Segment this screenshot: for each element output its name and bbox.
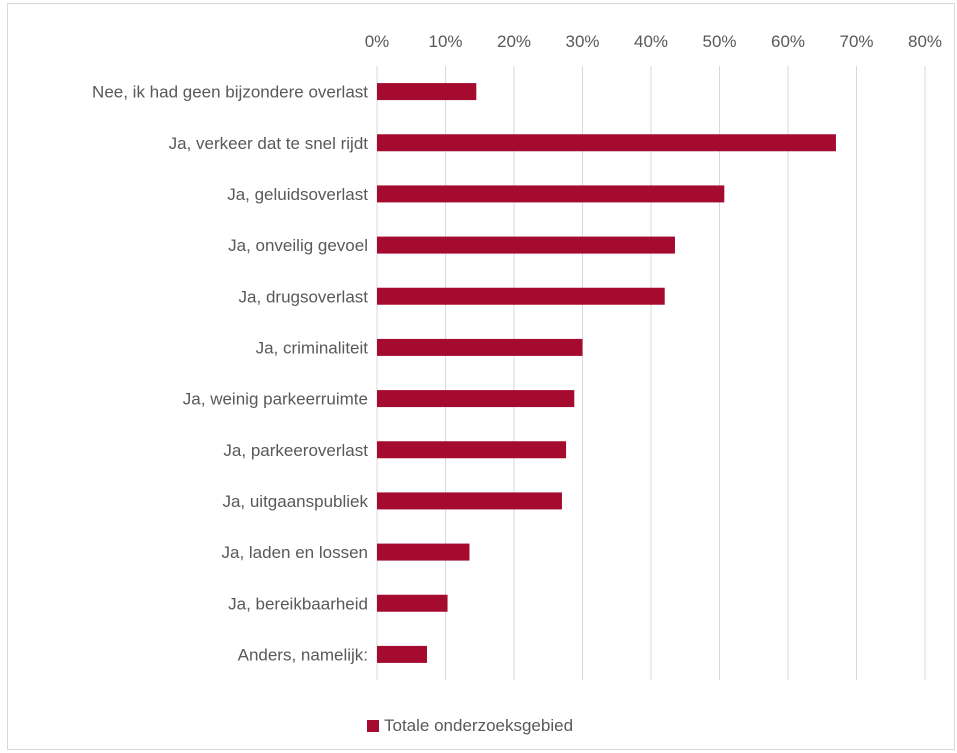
category-label: Ja, laden en lossen	[222, 543, 369, 562]
x-tick-label: 10%	[428, 32, 462, 51]
category-label: Ja, uitgaanspubliek	[222, 492, 368, 511]
category-label: Ja, criminaliteit	[256, 338, 369, 357]
bar	[377, 441, 567, 459]
category-label: Anders, namelijk:	[238, 645, 368, 664]
x-tick-label: 70%	[839, 32, 873, 51]
category-label: Ja, geluidsoverlast	[227, 185, 368, 204]
category-label: Ja, weinig parkeerruimte	[183, 390, 368, 409]
bar	[377, 645, 428, 663]
legend: Totale onderzoeksgebied	[367, 716, 573, 736]
bar	[377, 287, 665, 305]
x-tick-label: 80%	[908, 32, 942, 51]
category-label: Ja, drugsoverlast	[239, 287, 369, 306]
x-tick-label: 30%	[565, 32, 599, 51]
category-label: Ja, onveilig gevoel	[228, 236, 368, 255]
x-tick-label: 0%	[365, 32, 390, 51]
bar	[377, 594, 448, 612]
chart-frame	[7, 3, 955, 750]
x-tick-label: 60%	[771, 32, 805, 51]
legend-swatch	[367, 720, 379, 732]
legend-label: Totale onderzoeksgebied	[384, 716, 574, 735]
bar	[377, 543, 470, 561]
x-tick-label: 50%	[702, 32, 736, 51]
x-tick-label: 40%	[634, 32, 668, 51]
bar	[377, 492, 562, 510]
category-label: Ja, bereikbaarheid	[228, 594, 368, 613]
bar	[377, 185, 725, 203]
bar	[377, 390, 575, 408]
category-label: Ja, parkeeroverlast	[223, 441, 368, 460]
bar	[377, 236, 675, 254]
bars	[377, 83, 836, 663]
x-tick-labels: 0% 10% 20% 30% 40% 50% 60% 70% 80%	[365, 32, 942, 51]
bar	[377, 83, 477, 101]
category-label: Nee, ik had geen bijzondere overlast	[92, 83, 368, 102]
category-label: Ja, verkeer dat te snel rijdt	[169, 134, 369, 153]
gridlines	[376, 66, 926, 680]
x-tick-label: 20%	[497, 32, 531, 51]
bar	[377, 338, 583, 356]
bar	[377, 134, 836, 152]
category-labels: Nee, ik had geen bijzondere overlast Ja, …	[92, 83, 368, 665]
